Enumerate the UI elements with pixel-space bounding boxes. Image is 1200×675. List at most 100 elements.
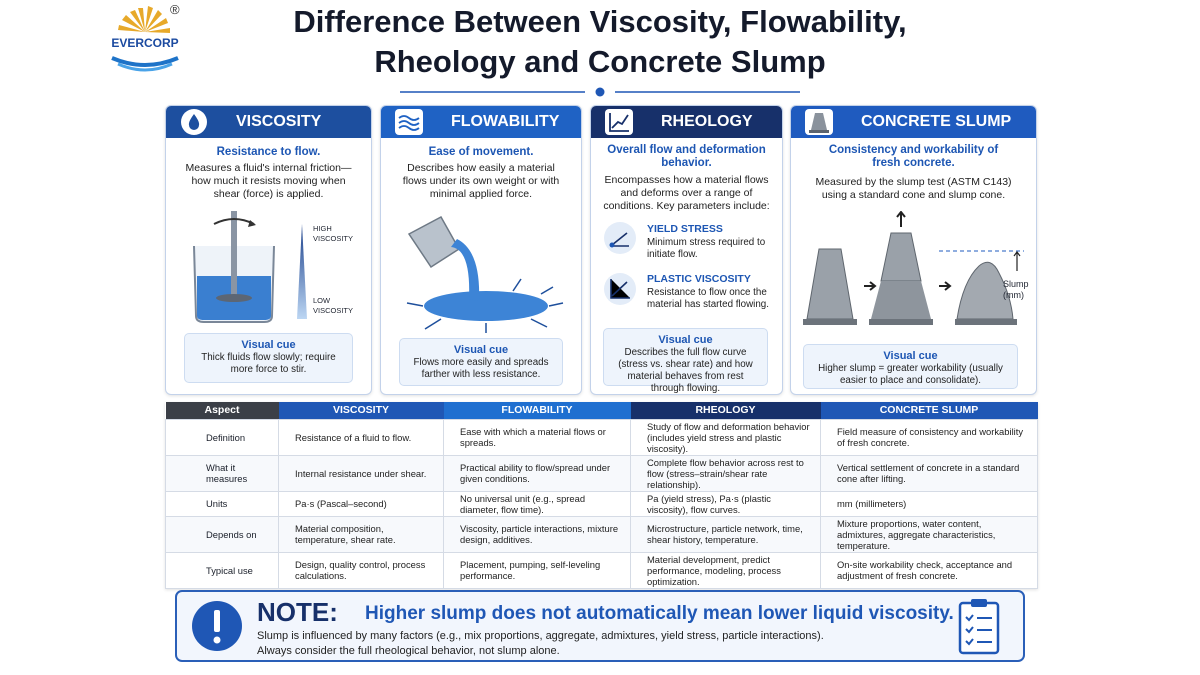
parameter-icon: [604, 273, 636, 305]
table-cell: Material development, predict performanc…: [630, 551, 821, 589]
visual-cue-text: Describes the full flow curve (stress vs…: [618, 347, 753, 394]
visual-cue: Visual cue Describes the full flow curve…: [603, 328, 768, 394]
card-icon: [605, 109, 633, 135]
title-line: Rheology and Concrete Slump: [374, 44, 826, 79]
parameter-name: YIELD STRESS: [647, 223, 723, 235]
icon-shape: [145, 28, 170, 33]
icon-shape: [939, 281, 952, 291]
icon-shape: [111, 56, 179, 67]
icon-shape: [248, 220, 256, 227]
slump-illustration: [803, 211, 1024, 325]
table-cell: Ease with which a material flows or spre…: [443, 418, 631, 456]
aspect-cell: Typical use: [165, 551, 279, 589]
icon-shape: [216, 294, 252, 302]
icon-shape: [188, 114, 200, 130]
visual-cue-title: Visual cue: [453, 344, 509, 356]
registered-mark: ®: [170, 2, 180, 17]
card: VISCOSITY Resistance to flow. Measures a…: [165, 105, 372, 395]
scale-label: LOW VISCOSITY: [313, 296, 354, 315]
card-subtitle: Overall flow and deformation behavior.: [607, 144, 766, 169]
icon-shape: [398, 115, 420, 131]
icon-shape: [512, 278, 522, 292]
icon-shape: [880, 232, 922, 282]
aspect-cell: Depends on: [165, 515, 279, 553]
table-row: Definition Resistance of a fluid to flow.…: [165, 418, 1038, 456]
pour-illustration: [406, 215, 564, 333]
icon-shape: [809, 130, 829, 133]
icon-shape: [871, 281, 931, 319]
icon-shape: [130, 10, 145, 32]
table-cell: Complete flow behavior across rest to fl…: [630, 454, 821, 492]
aspect-cell: Definition: [165, 418, 279, 456]
aspect-cell: Units: [165, 490, 279, 517]
icon-shape: [145, 10, 162, 32]
icon-shape: [956, 261, 1014, 320]
table-header-cell: VISCOSITY: [278, 402, 444, 419]
note-headline: Higher slump does not automatically mean…: [365, 603, 954, 624]
table-cell: Pa (yield stress), Pa·s (plastic viscosi…: [630, 490, 821, 517]
icon-shape: [118, 25, 145, 32]
icon-shape: [424, 291, 548, 321]
visual-cue-text: Higher slump = greater workability (usua…: [818, 363, 1003, 386]
icon-shape: [971, 599, 987, 607]
comparison-table: Aspect VISCOSITY FLOWABILITY RHEOLOGY CONCRE…: [165, 402, 1038, 589]
aspect-cell: What it measures: [165, 454, 279, 492]
icon-shape: [424, 318, 442, 330]
table-body: Definition Resistance of a fluid to flow.…: [165, 418, 1038, 589]
icon-shape: [406, 302, 424, 307]
visual-cue: Visual cue Thick fluids flow slowly; req…: [184, 333, 353, 383]
parameter-icon: [604, 222, 636, 254]
parameter-name: PLASTIC VISCOSITY: [647, 273, 751, 285]
checklist-icon: [958, 599, 1000, 655]
viscosity-scale: [297, 224, 307, 319]
icon-shape: [548, 302, 564, 307]
card-description: Describes how easily a material flows un…: [402, 162, 560, 200]
icon-shape: [540, 286, 554, 295]
card-subtitle: Resistance to flow.: [216, 146, 321, 158]
logo-icon: [111, 6, 179, 72]
parameter-text: Minimum stress required to initiate flow…: [647, 237, 766, 260]
table-header-row: Aspect VISCOSITY FLOWABILITY RHEOLOGY CONCRE…: [165, 402, 1038, 419]
icon-shape: [864, 281, 877, 291]
beaker-illustration: [193, 211, 275, 323]
icon-shape: [297, 224, 307, 319]
icon-shape: [406, 278, 564, 333]
icon-shape: [118, 6, 170, 33]
visual-cue-title: Visual cue: [241, 339, 296, 351]
visual-cue-text: Flows more easily and spreads farther wi…: [413, 357, 549, 380]
table-cell: No universal unit (e.g., spread diameter…: [443, 490, 631, 517]
table-cell: Mixture proportions, water content, admi…: [820, 515, 1038, 553]
icon-shape: [955, 319, 1017, 325]
icon-shape: [803, 319, 857, 325]
card: FLOWABILITY Ease of movement. Describes …: [380, 105, 582, 395]
card: RHEOLOGY Overall flow and deformation be…: [590, 105, 783, 395]
table-cell: On-site workability check, acceptance an…: [820, 551, 1038, 589]
icon-shape: [811, 113, 827, 130]
visual-cue-title: Visual cue: [658, 334, 713, 346]
visual-cue: Visual cue Flows more easily and spreads…: [399, 338, 563, 386]
icon-shape: [595, 87, 605, 97]
icon-shape: [145, 18, 168, 32]
visual-cue-text: Thick fluids flow slowly; require more f…: [201, 352, 336, 375]
logo-text: EVERCORP: [111, 36, 179, 50]
card-icon: [181, 109, 207, 135]
note-body: Slump is influenced by many factors (e.g…: [257, 630, 824, 642]
table-cell: Material composition, temperature, shear…: [278, 515, 444, 553]
table-header-cell: Aspect: [165, 402, 279, 419]
icon-shape: [869, 319, 933, 325]
table-header-cell: FLOWABILITY: [443, 402, 631, 419]
card: CONCRETE SLUMP Consistency and workabili…: [790, 105, 1037, 395]
table-cell: Vertical settlement of concrete in a sta…: [820, 454, 1038, 492]
note-body: Always consider the full rheological beh…: [257, 645, 560, 657]
icon-shape: [1013, 251, 1021, 271]
icon-shape: [451, 239, 480, 301]
icon-shape: [530, 318, 548, 328]
icon-shape: [407, 215, 461, 269]
table-row: Depends on Material composition, temperat…: [165, 515, 1038, 553]
icon-shape: [958, 601, 1000, 655]
table-cell: Viscosity, particle interactions, mixtur…: [443, 515, 631, 553]
card-subtitle: Consistency and workability of fresh con…: [828, 144, 999, 169]
note-box: NOTE: Higher slump does not automaticall…: [175, 590, 1025, 662]
table-cell: Pa·s (Pascal–second): [278, 490, 444, 517]
